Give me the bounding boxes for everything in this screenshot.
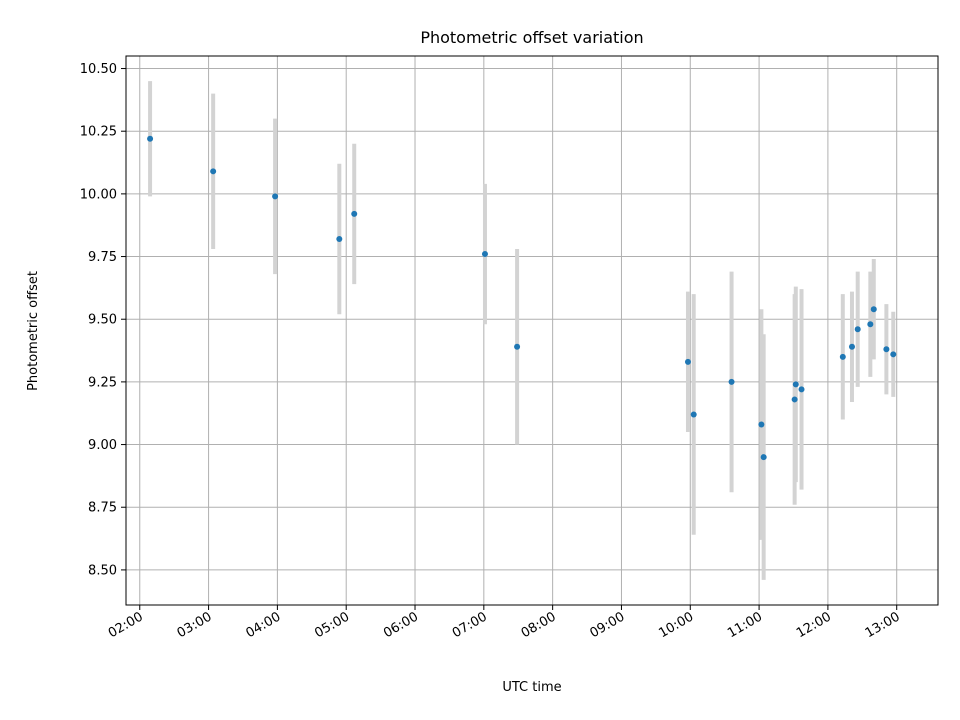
data-point [481, 251, 488, 258]
error-bars [148, 81, 896, 580]
x-tick-label: 03:00 [175, 609, 215, 641]
data-point [272, 193, 279, 200]
x-tick-label: 07:00 [450, 609, 490, 641]
x-tick-label: 06:00 [381, 609, 421, 641]
y-axis-label: Photometric offset [26, 271, 41, 391]
data-point [514, 343, 521, 350]
y-tick-label: 9.25 [88, 375, 117, 390]
data-point [351, 210, 358, 217]
data-point [690, 411, 697, 418]
x-tick-label: 05:00 [312, 609, 352, 641]
data-point [870, 306, 877, 313]
data-point [792, 381, 799, 388]
y-tick-label: 9.00 [88, 438, 117, 453]
data-point [867, 321, 874, 328]
x-tick-label: 13:00 [863, 609, 903, 641]
x-tick-label: 11:00 [725, 609, 765, 641]
y-tick-label: 9.50 [88, 313, 117, 328]
plot-frame [125, 55, 939, 606]
grid-lines [126, 56, 938, 605]
y-axis-ticks: 8.50 8.75 9.00 9.25 9.50 9.75 10.00 10.25 10.50 [80, 62, 126, 578]
data-point [336, 236, 343, 242]
x-tick-label: 09:00 [588, 609, 628, 641]
x-tick-label: 02:00 [106, 609, 146, 641]
data-points [147, 135, 897, 461]
data-point [210, 168, 217, 175]
data-point [758, 421, 765, 428]
data-point [854, 326, 861, 333]
y-tick-label: 8.50 [88, 563, 117, 578]
data-point [147, 135, 154, 142]
data-point [791, 396, 798, 403]
x-axis-label: UTC time [502, 680, 561, 695]
y-tick-label: 9.75 [88, 250, 117, 265]
data-point [890, 351, 897, 358]
y-tick-label: 10.00 [80, 187, 117, 202]
data-point [883, 346, 890, 353]
y-tick-label: 8.75 [88, 501, 117, 516]
x-tick-label: 08:00 [519, 609, 559, 641]
x-tick-label: 04:00 [243, 609, 283, 641]
data-point [848, 343, 855, 350]
x-tick-label: 12:00 [794, 609, 834, 641]
data-point [684, 358, 691, 365]
y-tick-label: 10.25 [80, 125, 117, 140]
data-point [728, 378, 735, 385]
data-point [839, 353, 846, 360]
chart-title: Photometric offset variation [420, 28, 643, 47]
x-tick-label: 10:00 [656, 609, 696, 641]
y-tick-label: 10.50 [80, 62, 117, 77]
x-axis-ticks: 02:00 03:00 04:00 05:00 06:00 07:00 08:00 09:00… [106, 605, 903, 641]
data-point [798, 386, 805, 393]
data-point [760, 454, 767, 461]
